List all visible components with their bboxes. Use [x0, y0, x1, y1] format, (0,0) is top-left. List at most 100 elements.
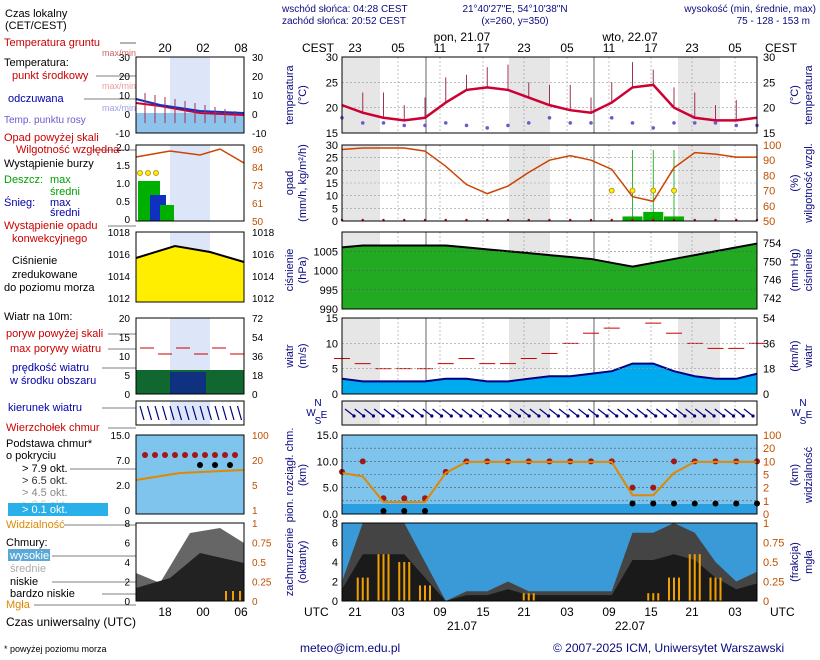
legend-visibility: Widzialność: [6, 519, 65, 531]
mini-panel-border: [135, 434, 245, 515]
panel-border: [341, 56, 758, 134]
compass-n-right: N: [799, 398, 806, 409]
legend-utc-hour: 18: [158, 605, 172, 619]
mini-wind-arrow: [176, 405, 183, 421]
hour-top-label: 05: [391, 41, 405, 55]
wind-arrow-head: [654, 414, 658, 418]
cloudbase-tick: 15.0: [317, 430, 338, 442]
fog-bar: [719, 577, 722, 601]
mini-precip-tick: 0.5: [116, 197, 130, 208]
legend-storm: Wystąpienie burzy: [4, 158, 94, 170]
mini-base-dot: [227, 462, 233, 468]
mini-vis-tick: 100: [252, 431, 269, 442]
axis-fog-right: mgła: [803, 549, 815, 574]
mini-wind-arrow: [154, 405, 160, 421]
mini-wind-arrow: [206, 405, 213, 421]
legend-temperature: Temperatura:: [4, 57, 69, 69]
wind-arrow: [636, 408, 647, 417]
hour-bottom-label: 03: [728, 605, 742, 619]
cloudbase-tick: 5.0: [323, 483, 338, 495]
mini-cover-tick: 6: [124, 539, 130, 550]
cover-tick: 2: [332, 577, 338, 589]
cover-tick: 8: [332, 518, 338, 530]
temp-tick-left: 20: [326, 103, 338, 115]
legend-okt01: > 0.1 okt.: [22, 504, 68, 516]
wind-arrow-head: [537, 414, 541, 418]
mini-temp-tick: 10: [119, 91, 131, 102]
axis-temp-left: temperatura: [284, 64, 296, 124]
storm-marker: [650, 187, 657, 194]
wind-arrow-head: [498, 414, 502, 418]
mini-vis-tick: 20: [252, 456, 264, 467]
mini-wind-tick: 10: [119, 352, 131, 363]
wind-arrow-head: [371, 414, 376, 418]
wind-arrow-head: [751, 414, 755, 418]
temperature-line: [341, 83, 758, 122]
mini-wind-arrow: [184, 405, 190, 421]
mini-panel-border: [135, 231, 245, 303]
mini-press-tick: 1016: [108, 250, 131, 261]
temp-tick-left: 25: [326, 77, 338, 89]
night-band: [342, 57, 380, 133]
utc-right: UTC: [770, 605, 795, 619]
wind-arrow-head: [439, 414, 444, 418]
wind-arrow: [500, 408, 511, 417]
mini-wind-arrow: [229, 405, 235, 421]
mini-fog-tick: 0.5: [252, 558, 266, 569]
wind-arrow-head: [449, 414, 453, 418]
footer-copyright: © 2007-2025 ICM, Uniwersytet Warszawski: [553, 641, 784, 655]
mini-temp-tick: -10: [116, 129, 131, 140]
legend-pressure2: zredukowane: [12, 269, 77, 281]
sunrise-text: wschód słońca: 04:28 CEST: [281, 4, 408, 15]
precip-tick: 20: [326, 165, 338, 177]
wind-arrow-head: [683, 414, 687, 418]
hour-bottom-label: 21: [348, 605, 362, 619]
hour-top-label: 05: [728, 41, 742, 55]
mini-wind-tick: 5: [124, 371, 130, 382]
fog-bar: [366, 577, 369, 601]
mini-pressure-area: [136, 246, 244, 302]
pressure-line: [341, 242, 758, 268]
mini-temp-line: [135, 102, 245, 116]
mini-precip-tick: 1.0: [116, 179, 130, 190]
wind-arrow: [626, 408, 637, 417]
hour-bottom-label: 21: [685, 605, 699, 619]
cloud-base-dot: [712, 500, 719, 507]
axis-temp-right-unit: (°C): [789, 85, 801, 105]
wind-arrow-head: [401, 414, 405, 418]
hour-top-label: 17: [644, 41, 658, 55]
humidity-tick: 70: [763, 186, 775, 198]
precip-tick: 15: [326, 178, 338, 190]
dew-point: [360, 121, 365, 125]
legend-max-gust: max porywy wiatru: [10, 343, 101, 355]
wind-arrow-head: [644, 414, 648, 418]
legend-local-hour: 20: [158, 41, 172, 55]
temp-tick-right: 15: [763, 128, 775, 140]
mini-wind-tick: 15: [119, 333, 131, 344]
wind-arrow-head: [517, 414, 522, 418]
axis-cloudbase-left: pion. rozciągł. chm.: [284, 428, 296, 523]
mini-fog-bar: [239, 591, 241, 601]
dew-point: [589, 121, 593, 125]
footer-email[interactable]: meteo@icm.edu.pl: [300, 641, 400, 655]
legend-precip-above: Opad powyżej skali: [4, 132, 99, 144]
dew-point: [692, 121, 697, 125]
legend-clouds: Chmury:: [6, 537, 48, 549]
axis-vis-right-unit: (km): [789, 464, 801, 486]
wind-arrow-head: [459, 414, 463, 418]
mini-cover-tick: 4: [124, 558, 130, 569]
legend-wind-speed2: w środku obszaru: [9, 375, 96, 387]
mini-night-band: [170, 401, 210, 425]
fog-tick: 0.25: [763, 577, 784, 589]
cloud-base-dot: [650, 500, 657, 507]
mini-vis-tick: 1: [252, 506, 258, 517]
legend-snow: Śnieg:: [4, 196, 35, 209]
date1-label: 21.07: [447, 619, 477, 633]
fog-bar: [429, 585, 431, 601]
cloudbase-tick: 0.0: [323, 509, 338, 521]
height-title: wysokość (min, średnie, max): [683, 4, 816, 15]
wind-kmh-tick: 0: [763, 389, 769, 401]
wind-arrow-head: [352, 414, 356, 418]
pressure-area: [342, 243, 757, 309]
mini-base-dot: [212, 462, 218, 468]
